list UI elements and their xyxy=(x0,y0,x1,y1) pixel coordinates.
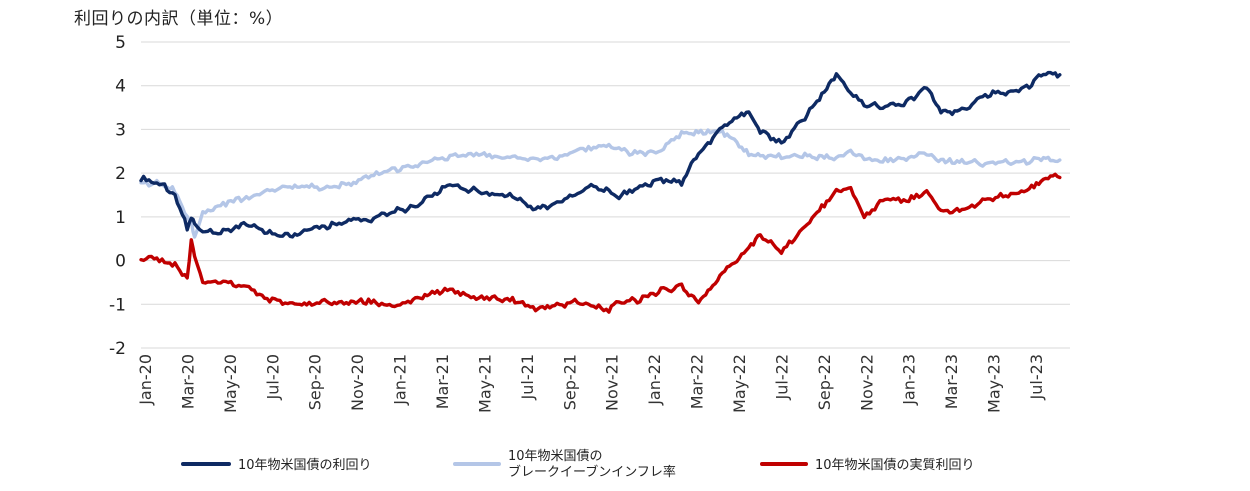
y-tick-label: 2 xyxy=(115,164,126,184)
x-tick-label: May-20 xyxy=(221,354,240,413)
x-tick-label: Jul-21 xyxy=(518,354,537,400)
x-tick-label: Jan-23 xyxy=(900,354,919,406)
x-tick-label: Sep-20 xyxy=(306,354,325,410)
x-tick-label: Nov-20 xyxy=(348,354,367,411)
x-tick-label: Mar-22 xyxy=(688,354,707,409)
y-tick-label: -2 xyxy=(109,339,126,359)
x-tick-label: May-23 xyxy=(985,354,1004,413)
y-tick-label: 0 xyxy=(115,252,126,272)
series-line-1 xyxy=(139,70,1062,239)
y-tick-label: -1 xyxy=(109,295,126,315)
x-tick-label: Mar-20 xyxy=(178,354,197,409)
chart-title: 利回りの内訳（単位：%） xyxy=(74,9,284,29)
x-tick-label: Jan-21 xyxy=(391,354,410,406)
x-tick-label: Sep-22 xyxy=(815,354,834,410)
legend-label-3: 10年物米国債の実質利回り xyxy=(815,457,975,473)
y-tick-label: 4 xyxy=(115,77,126,97)
series-line-3 xyxy=(139,172,1062,314)
series-lines xyxy=(139,70,1062,314)
x-tick-label: Jan-22 xyxy=(645,354,664,406)
y-axis-ticks: 5 4 3 2 1 0 -1 -2 xyxy=(109,33,126,359)
x-tick-label: May-22 xyxy=(730,354,749,413)
x-tick-label: Jul-23 xyxy=(1027,354,1046,400)
gridlines xyxy=(141,41,1070,349)
x-axis-ticks: Jan-20 Mar-20 May-20 Jul-20 Sep-20 Nov-20 Jan-… xyxy=(136,354,1046,413)
x-tick-label: May-21 xyxy=(475,354,494,413)
legend-label-2: 10年物米国債のブレークイーブンインフレ率 xyxy=(508,449,676,480)
x-tick-label: Jan-20 xyxy=(136,354,155,406)
x-tick-label: Mar-23 xyxy=(942,354,961,409)
series-line-2 xyxy=(139,128,1062,239)
x-tick-label: Mar-21 xyxy=(433,354,452,409)
x-tick-label: Nov-22 xyxy=(857,354,876,411)
x-tick-label: Nov-21 xyxy=(603,354,622,411)
x-tick-label: Jul-20 xyxy=(263,354,282,400)
y-tick-label: 5 xyxy=(115,33,126,53)
legend-label-1: 10年物米国債の利回り xyxy=(238,458,372,473)
x-tick-label: Jul-22 xyxy=(772,354,791,400)
y-tick-label: 1 xyxy=(115,208,126,228)
y-tick-label: 3 xyxy=(115,120,126,140)
x-tick-label: Sep-21 xyxy=(560,354,579,410)
legend: 10年物米国債の利回り 10年物米国債のブレークイーブンインフレ率 10年物米国債の… xyxy=(181,449,975,480)
